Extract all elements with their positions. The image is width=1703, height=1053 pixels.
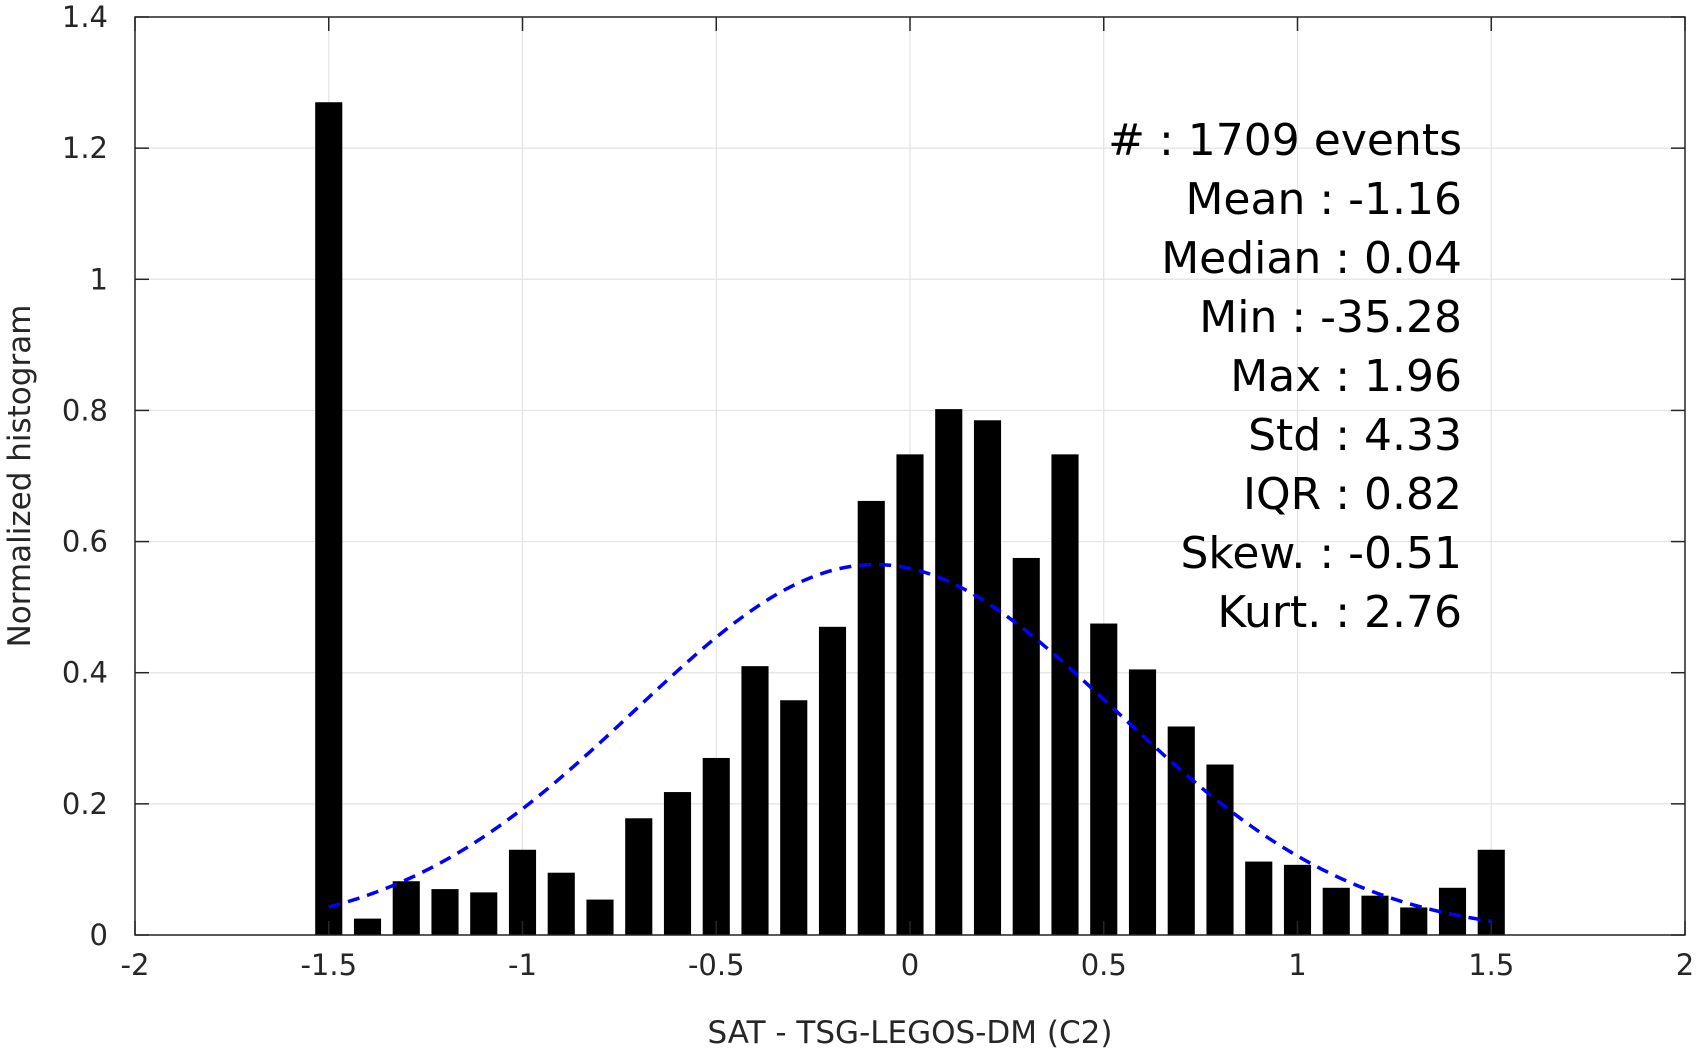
y-axis-tick-labels: 0 0.2 0.4 0.6 0.8 1 1.2 1.4 bbox=[62, 0, 108, 952]
histogram-bar bbox=[315, 102, 343, 935]
histogram-bar bbox=[1245, 861, 1273, 935]
histogram-bar bbox=[1438, 887, 1467, 935]
x-axis-title: SAT - TSG-LEGOS-DM (C2) bbox=[708, 1015, 1113, 1051]
y-tick-label: 0.2 bbox=[62, 787, 108, 821]
stats-line: Skew. : -0.51 bbox=[1181, 528, 1463, 579]
histogram-bar bbox=[470, 892, 498, 935]
histogram-bar bbox=[818, 626, 847, 935]
histogram-bar bbox=[547, 872, 575, 935]
histogram-bar bbox=[1051, 454, 1079, 935]
histogram-bar bbox=[1090, 623, 1118, 935]
y-tick-label: 1 bbox=[90, 262, 108, 296]
normal-fit-curve bbox=[328, 562, 1492, 923]
histogram-bar bbox=[431, 889, 459, 935]
y-axis-title: Normalized histogram bbox=[2, 305, 38, 648]
y-tick-label: 0 bbox=[90, 918, 108, 952]
x-tick-label: 0.5 bbox=[1081, 948, 1127, 982]
x-tick-label: -0.5 bbox=[688, 948, 745, 982]
stats-line: # : 1709 events bbox=[1108, 115, 1462, 166]
histogram-bar bbox=[896, 454, 924, 935]
x-tick-label: 1.5 bbox=[1468, 948, 1514, 982]
histogram-bar bbox=[392, 881, 420, 935]
histogram-bar bbox=[780, 700, 808, 935]
histogram-bar bbox=[663, 792, 692, 935]
stats-line: Kurt. : 2.76 bbox=[1217, 587, 1462, 638]
y-tick-label: 0.6 bbox=[62, 525, 108, 559]
histogram-bar bbox=[973, 420, 1002, 935]
histogram-bar bbox=[625, 818, 653, 935]
x-tick-label: 0 bbox=[901, 948, 919, 982]
histogram-bar bbox=[353, 918, 382, 935]
stats-line: IQR : 0.82 bbox=[1243, 469, 1462, 520]
histogram-bar bbox=[1128, 669, 1157, 935]
histogram-bar bbox=[1400, 907, 1428, 935]
y-tick-label: 1.4 bbox=[62, 0, 108, 34]
stats-line: Max : 1.96 bbox=[1230, 351, 1462, 402]
histogram-bar bbox=[1206, 764, 1234, 935]
stats-line: Min : -35.28 bbox=[1199, 292, 1462, 343]
x-tick-label: -2 bbox=[121, 948, 150, 982]
stats-line: Mean : -1.16 bbox=[1185, 174, 1462, 225]
x-tick-label: -1 bbox=[508, 948, 537, 982]
x-tick-label: 1 bbox=[1288, 948, 1306, 982]
histogram-bar bbox=[586, 899, 614, 935]
histogram-bar bbox=[702, 757, 730, 935]
x-tick-label: -1.5 bbox=[300, 948, 357, 982]
stats-line: Std : 4.33 bbox=[1248, 410, 1462, 461]
x-axis-tick-labels: -2 -1.5 -1 -0.5 0 0.5 1 1.5 2 bbox=[121, 948, 1695, 982]
histogram-bar bbox=[1167, 726, 1195, 935]
histogram-bar bbox=[1012, 557, 1040, 935]
histogram-bars bbox=[315, 102, 1505, 935]
histogram-bar bbox=[935, 409, 963, 935]
histogram-bar bbox=[857, 500, 885, 935]
y-tick-label: 0.8 bbox=[62, 393, 108, 427]
histogram-bar bbox=[741, 666, 769, 935]
histogram-bar bbox=[1361, 895, 1389, 935]
stats-annotation: # : 1709 events Mean : -1.16 Median : 0.04… bbox=[1108, 115, 1462, 638]
stats-line: Median : 0.04 bbox=[1161, 233, 1462, 284]
histogram-bar bbox=[508, 849, 537, 935]
y-tick-label: 1.2 bbox=[62, 131, 108, 165]
x-tick-label: 2 bbox=[1676, 948, 1694, 982]
histogram-bar bbox=[1322, 887, 1350, 935]
axes-frame bbox=[134, 16, 1686, 936]
y-tick-label: 0.4 bbox=[62, 656, 108, 690]
